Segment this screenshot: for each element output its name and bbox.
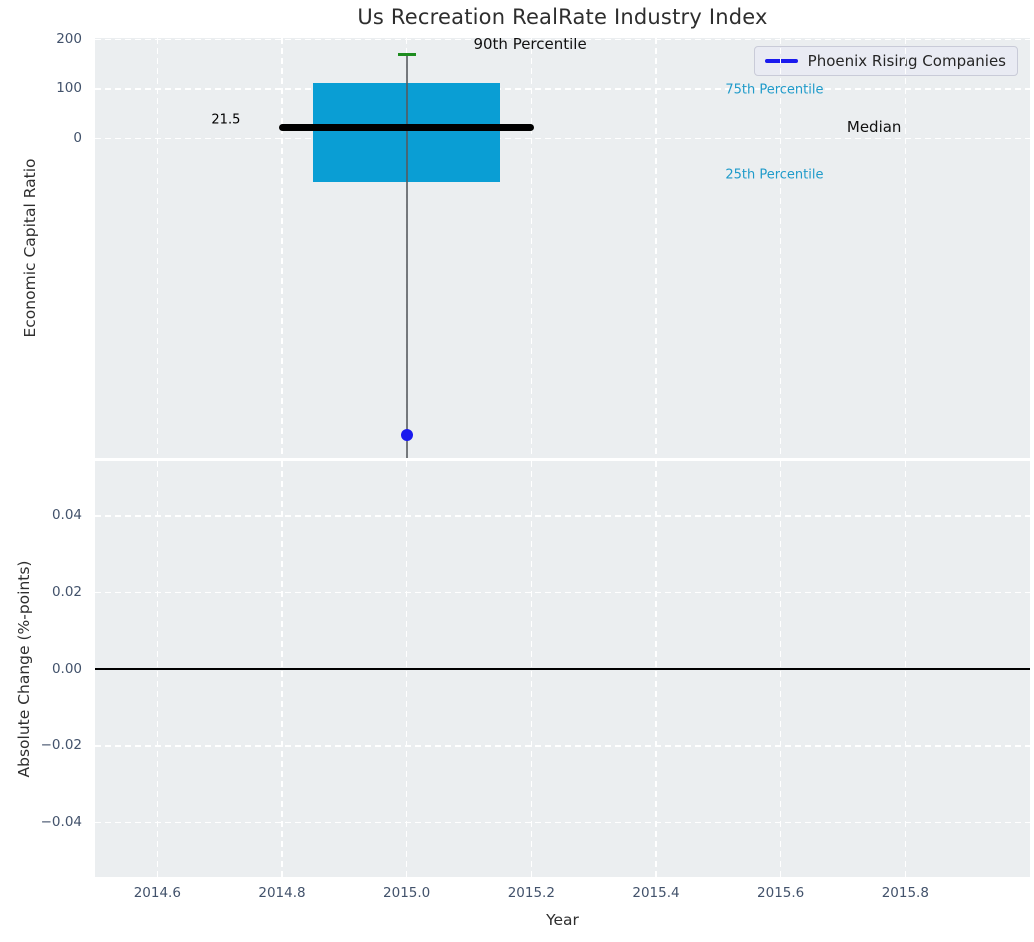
x-tick-label: 2015.8 xyxy=(881,885,929,901)
gridline xyxy=(95,88,1030,90)
annotation-21-5: 21.5 xyxy=(211,112,241,128)
y-tick-label: 0.04 xyxy=(51,507,82,524)
x-axis-label: Year xyxy=(546,911,579,929)
annotation-75th-percentile: 75th Percentile xyxy=(725,82,824,98)
gridline xyxy=(95,821,1030,824)
gridline xyxy=(904,38,907,458)
bottom-subplot xyxy=(95,461,1030,877)
gridline xyxy=(95,137,1030,139)
y-tick-label: 0 xyxy=(73,129,82,146)
boxplot-whisker xyxy=(405,54,408,458)
annotation-median: Median xyxy=(846,117,902,136)
boxplot-median-line xyxy=(278,124,535,131)
zero-change-line xyxy=(95,668,1030,670)
x-tick-label: 2015.2 xyxy=(507,885,555,901)
gridline xyxy=(95,591,1030,594)
top-subplot: Phoenix Rising Companies 90th Percentile… xyxy=(95,38,1030,458)
boxplot-90th-percentile-cap xyxy=(397,52,416,56)
x-tick-label: 2015.6 xyxy=(757,885,805,901)
chart-title: Us Recreation RealRate Industry Index xyxy=(357,5,768,29)
gridline xyxy=(779,38,782,458)
x-tick-label: 2014.6 xyxy=(133,885,181,901)
x-tick-label: 2015.4 xyxy=(632,885,680,901)
top-y-axis-label: Economic Capital Ratio xyxy=(21,158,39,338)
gridline xyxy=(281,38,283,458)
x-tick-label: 2015.0 xyxy=(383,885,431,901)
y-tick-label: 0.02 xyxy=(51,584,82,600)
gridline xyxy=(95,745,1030,747)
legend-label: Phoenix Rising Companies xyxy=(807,52,1006,70)
x-tick-label: 2014.8 xyxy=(258,885,306,901)
gridline xyxy=(95,38,1030,41)
gridline xyxy=(95,515,1030,517)
y-tick-label: 100 xyxy=(56,80,82,97)
y-tick-label: −0.02 xyxy=(40,737,82,754)
y-tick-label: 200 xyxy=(56,30,82,47)
phoenix-rising-point xyxy=(400,428,413,441)
gridline xyxy=(156,38,159,458)
gridline xyxy=(655,38,657,458)
y-tick-label: 0.00 xyxy=(51,660,82,677)
legend: Phoenix Rising Companies xyxy=(753,46,1018,76)
y-tick-label: −0.04 xyxy=(40,814,82,831)
annotation-25th-percentile: 25th Percentile xyxy=(725,167,824,183)
gridline xyxy=(530,38,533,458)
annotation-90th-percentile: 90th Percentile xyxy=(473,38,587,53)
